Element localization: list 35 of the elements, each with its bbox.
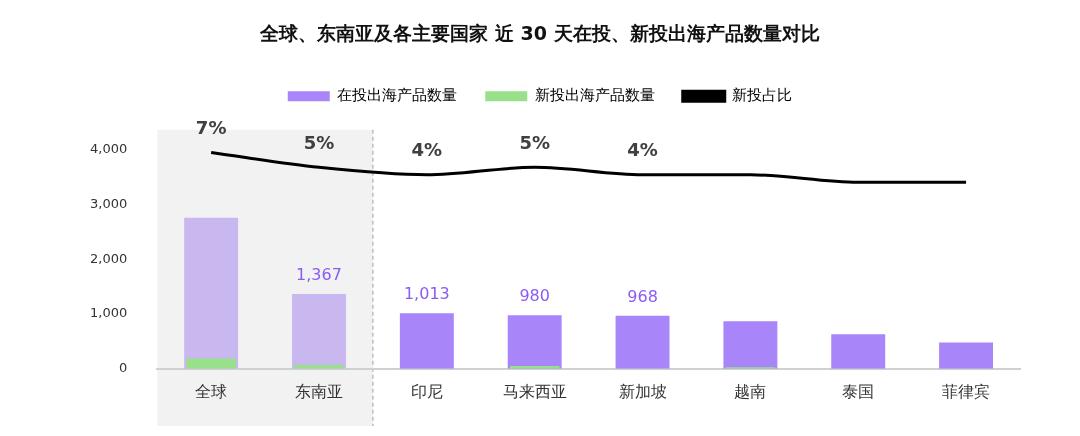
bar <box>939 342 994 369</box>
y-tick-label: 3,000 <box>90 195 128 211</box>
data-label: 4% <box>411 139 443 161</box>
x-tick-label: 新加坡 <box>618 381 667 401</box>
data-label: 4% <box>627 139 658 161</box>
bar <box>184 217 239 369</box>
bar <box>292 293 346 369</box>
y-tick-label: 2,000 <box>90 250 128 266</box>
x-tick-label: 全球 <box>195 381 228 401</box>
bar <box>186 358 236 369</box>
bar <box>723 321 778 369</box>
y-tick-label: 0 <box>118 360 128 376</box>
data-label: 5% <box>303 131 335 153</box>
bar <box>831 334 886 369</box>
x-tick-label: 泰国 <box>842 381 875 401</box>
x-tick-label: 东南亚 <box>294 381 343 401</box>
y-tick-label: 4,000 <box>90 141 128 157</box>
x-tick-label: 菲律宾 <box>942 381 991 401</box>
data-label: 1,013 <box>403 284 450 304</box>
y-tick-label: 1,000 <box>90 305 128 321</box>
data-label: 968 <box>627 286 658 306</box>
x-tick-label: 马来西亚 <box>502 381 567 401</box>
legend-label: 在投出海产品数量 <box>337 86 458 105</box>
x-tick-label: 印尼 <box>410 381 443 401</box>
legend-label: 新投出海产品数量 <box>534 86 655 105</box>
bar <box>399 313 454 369</box>
data-label: 5% <box>519 131 550 153</box>
legend-label: 新投占比 <box>732 86 793 105</box>
x-tick-label: 越南 <box>734 381 767 401</box>
data-label: 1,367 <box>296 265 342 285</box>
data-label: 980 <box>519 286 550 306</box>
bar <box>615 315 670 369</box>
data-label: 7% <box>195 117 227 139</box>
bar <box>507 315 562 369</box>
chart-title: 全球、东南亚及各主要国家 近 30 天在投、新投出海产品数量对比 <box>259 22 820 45</box>
